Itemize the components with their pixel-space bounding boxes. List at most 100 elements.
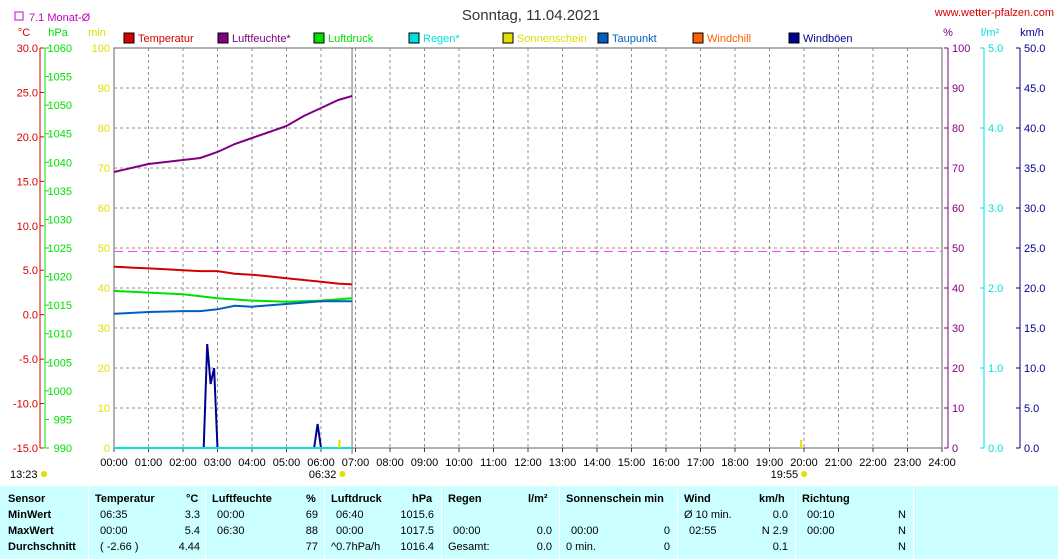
- tick-label-press: 1020: [48, 272, 72, 284]
- note-time-label: 13:23: [10, 469, 38, 481]
- temp-min-time: 06:35: [100, 509, 128, 521]
- press-trend: ^0.7hPa/h: [331, 541, 381, 553]
- temp-unit: °C: [186, 493, 199, 505]
- row-label-avg: Durchschnitt: [8, 541, 76, 553]
- temp-avg-val: 4.44: [178, 541, 200, 553]
- x-tick-label: 12:00: [514, 457, 542, 469]
- tick-label-press: 1040: [48, 157, 72, 169]
- tick-label-sun: 90: [98, 83, 110, 95]
- sun-total-label: 0 min.: [566, 541, 596, 553]
- rain-unit: l/m²: [528, 493, 548, 505]
- chart-axes: 30.0 25.0 20.0 15.0 10.0 5.0 0.0 -5.0 -10.0 -15.0…: [13, 27, 1046, 469]
- tick-label-rain: 5.0: [988, 43, 1003, 55]
- sunrise-icon: [339, 471, 346, 477]
- tick-label-temp: 10.0: [17, 221, 38, 233]
- dir-max-time: 00:00: [807, 525, 835, 537]
- x-tick-label: 14:00: [583, 457, 611, 469]
- x-tick-label: 09:00: [411, 457, 439, 469]
- x-tick-label: 05:00: [273, 457, 301, 469]
- wind-header: Wind: [684, 493, 711, 505]
- tick-label-hum: 30: [952, 323, 964, 335]
- tick-label-press: 1045: [48, 129, 72, 141]
- tick-label-hum: 20: [952, 363, 964, 375]
- x-tick-label: 06:00: [307, 457, 335, 469]
- row-label-sensor: Sensor: [8, 493, 46, 505]
- tick-label-wind: 30.0: [1024, 203, 1045, 215]
- chart-title: Sonntag, 11.04.2021: [462, 7, 600, 24]
- chart-series: [113, 95, 353, 449]
- tick-label-press: 1025: [48, 243, 72, 255]
- row-label-max: MaxWert: [8, 525, 54, 537]
- tick-label-wind: 35.0: [1024, 163, 1045, 175]
- hum-avg-val: 77: [305, 541, 318, 553]
- tick-label-wind: 5.0: [1024, 403, 1039, 415]
- hum-header: Luftfeuchte: [212, 493, 272, 505]
- tick-label-rain: 2.0: [988, 283, 1003, 295]
- x-tick-label: 20:00: [790, 457, 818, 469]
- tick-label-sun: 20: [98, 363, 110, 375]
- wind-min-label: Ø 10 min.: [684, 509, 732, 521]
- dir-header: Richtung: [802, 493, 850, 505]
- tick-label-press: 1055: [48, 72, 72, 84]
- x-tick-label: 23:00: [894, 457, 922, 469]
- tick-label-press: 1010: [48, 329, 72, 341]
- tick-label-wind: 20.0: [1024, 283, 1045, 295]
- tick-label-press: 1050: [48, 100, 72, 112]
- legend-label: Luftdruck: [328, 33, 374, 45]
- x-tick-label: 21:00: [825, 457, 853, 469]
- axis-unit-rain: l/m²: [981, 27, 1000, 39]
- x-tick-label: 03:00: [204, 457, 232, 469]
- x-tick-label: 24:00: [928, 457, 956, 469]
- temp-max-val: 5.4: [184, 525, 200, 537]
- tick-label-sun: 40: [98, 283, 110, 295]
- wind-unit: km/h: [759, 493, 785, 505]
- tick-label-temp: -15.0: [13, 443, 38, 455]
- tick-label-temp: 5.0: [23, 265, 38, 277]
- tick-label-wind: 40.0: [1024, 123, 1045, 135]
- dir-max-val: N: [898, 525, 906, 537]
- tick-label-wind: 0.0: [1024, 443, 1039, 455]
- legend-label: Windchill: [707, 33, 751, 45]
- hum-min-val: 69: [305, 509, 318, 521]
- rain-header: Regen: [448, 493, 482, 505]
- monthly-avg-label: 7.1 Monat-Ø: [29, 12, 91, 24]
- rain-max-val: 0.0: [536, 525, 552, 537]
- x-tick-label: 01:00: [135, 457, 163, 469]
- tick-label-hum: 50: [952, 243, 964, 255]
- x-tick-label: 18:00: [721, 457, 749, 469]
- tick-label-press: 1005: [48, 357, 72, 369]
- tick-label-sun: 80: [98, 123, 110, 135]
- tick-label-wind: 50.0: [1024, 43, 1045, 55]
- sunset-label: 19:55: [771, 469, 799, 481]
- sun-header: Sonnenschein min: [566, 493, 664, 505]
- rain-total-val: 0.0: [536, 541, 552, 553]
- note-sun-icon: [41, 471, 47, 477]
- tick-label-wind: 10.0: [1024, 363, 1045, 375]
- tick-label-temp: 0.0: [23, 310, 38, 322]
- x-tick-label: 19:00: [756, 457, 784, 469]
- wind-max-val: N 2.9: [761, 525, 788, 537]
- site-link[interactable]: www.wetter-pfalzen.com: [934, 7, 1054, 19]
- tick-label-rain: 4.0: [988, 123, 1003, 135]
- wind-max-time: 02:55: [689, 525, 717, 537]
- press-min-val: 1015.6: [400, 509, 434, 521]
- tick-label-rain: 3.0: [988, 203, 1003, 215]
- tick-label-press: 1000: [48, 386, 72, 398]
- tick-label-sun: 100: [92, 43, 110, 55]
- temp-min-val: 3.3: [184, 509, 200, 521]
- tick-label-press: 1030: [48, 214, 72, 226]
- tick-label-rain: 0.0: [988, 443, 1003, 455]
- axis-unit-hum: %: [943, 27, 953, 39]
- x-tick-label: 15:00: [618, 457, 646, 469]
- chart-legend: Temperatur Luftfeuchte* Luftdruck Regen* Son…: [123, 32, 853, 45]
- tick-label-temp: 15.0: [17, 176, 38, 188]
- tick-label-sun: 60: [98, 203, 110, 215]
- sun-avg-val: 0: [663, 541, 670, 553]
- x-tick-label: 16:00: [652, 457, 680, 469]
- temp-header: Temperatur: [95, 493, 155, 505]
- x-tick-label: 13:00: [549, 457, 577, 469]
- row-label-min: MinWert: [8, 509, 52, 521]
- x-tick-label: 02:00: [169, 457, 197, 469]
- tick-label-sun: 0: [104, 443, 110, 455]
- press-min-time: 06:40: [336, 509, 364, 521]
